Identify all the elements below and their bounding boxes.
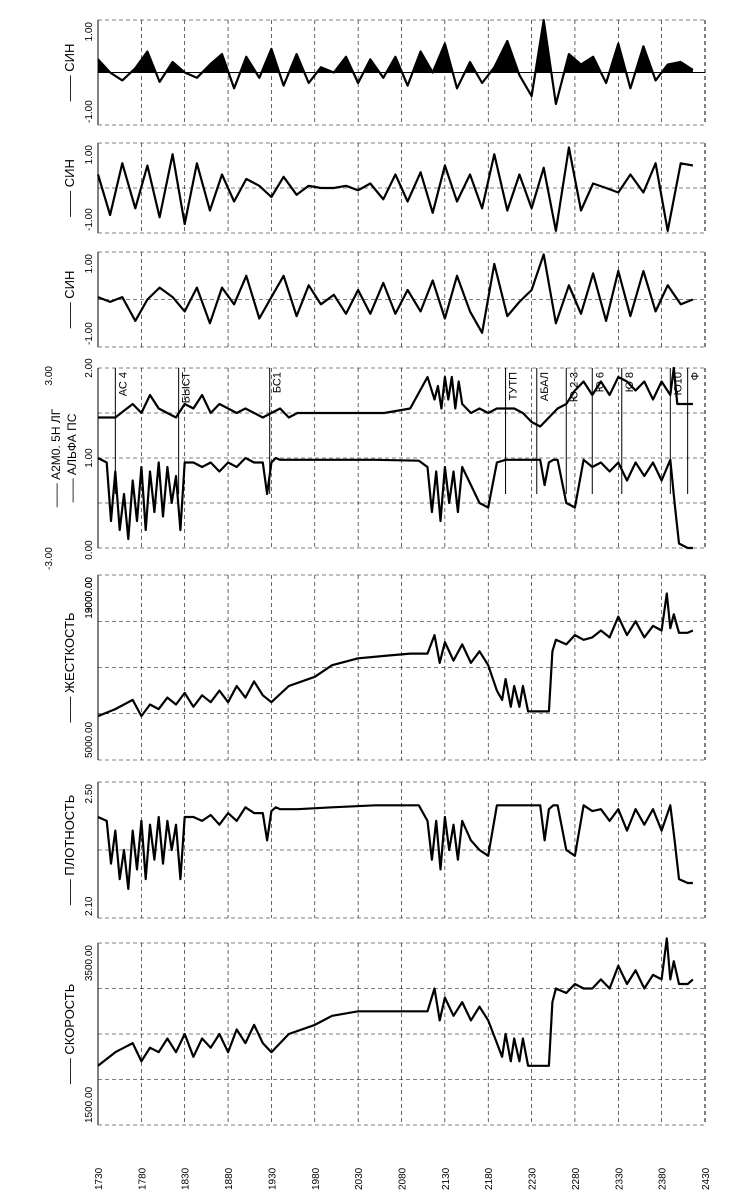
stratum-label: Ю 8 — [624, 372, 636, 392]
stratum-label: Ф — [690, 372, 702, 380]
stratum-label: БЫСТ — [181, 372, 193, 404]
stratum-label: Ю10 — [672, 372, 684, 395]
depth-tick-label: 1930 — [267, 1167, 278, 1190]
stiff-tick-label: 5000.00 — [84, 721, 95, 758]
depth-tick-label: 2180 — [484, 1167, 495, 1190]
syn2-tick-label: -1.00 — [84, 208, 95, 231]
syn2-series-0 — [96, 146, 694, 232]
depth-tick-label: 2130 — [441, 1167, 452, 1190]
depth-tick-label: 2080 — [398, 1167, 409, 1190]
syn3-tick-label: -1.00 — [84, 322, 95, 345]
stratum-label: ТУТП — [508, 372, 520, 400]
logs-tick-right: 1.00 — [84, 448, 95, 468]
vel-series-0 — [97, 937, 694, 1067]
stratum-label: АС 4 — [117, 372, 129, 396]
syn1-fill — [98, 20, 693, 73]
vel-tick-label: 1500.00 — [84, 1086, 95, 1123]
stratum-label: Ю 6 — [594, 372, 606, 392]
stratum-label: БС1 — [272, 372, 284, 393]
syn3-series-0 — [97, 253, 694, 334]
depth-tick-label: 2380 — [658, 1167, 669, 1190]
stiff-label: —— ЖЕСТКОСТЬ — [62, 612, 77, 722]
logs-tick-right: 0.00 — [84, 540, 95, 560]
syn2-tick-label: 1.00 — [84, 145, 95, 165]
stratum-label: АБАЛ — [539, 372, 551, 401]
logs-series-0 — [98, 366, 693, 428]
depth-tick-label: 1880 — [224, 1167, 235, 1190]
logs-tick-right: 2.00 — [84, 358, 95, 378]
depth-tick-label: 2030 — [354, 1167, 365, 1190]
dens-label: —— ПЛОТНОСТЬ — [62, 795, 77, 905]
dens-tick-label: 2.10 — [84, 896, 95, 916]
syn1-label: —— СИН — [62, 44, 77, 102]
depth-tick-label: 1780 — [137, 1167, 148, 1190]
depth-tick-label: 1830 — [181, 1167, 192, 1190]
series-layer — [96, 18, 705, 1067]
dens-series-0 — [97, 804, 693, 890]
logs-label-a: —— А2М0. 5Н ЛГ — [49, 408, 63, 507]
depth-tick-label: 1980 — [311, 1167, 322, 1190]
vel-tick-label: 3500.00 — [84, 945, 95, 982]
logs-series-1 — [97, 456, 693, 550]
stiff-tick-label: 9000.00 — [84, 577, 95, 614]
logs-tick-left: -3.00 — [44, 547, 55, 570]
depth-tick-label: 1730 — [94, 1167, 105, 1190]
depth-tick-label: 2330 — [614, 1167, 625, 1190]
logs-label-b: —— АЛЬФА ПС — [65, 413, 79, 502]
syn2-label: —— СИН — [62, 159, 77, 217]
syn1-tick-label: -1.00 — [84, 100, 95, 123]
syn3-label: —— СИН — [62, 271, 77, 329]
syn1-series-0 — [97, 18, 694, 106]
syn1-tick-label: 1.00 — [84, 22, 95, 42]
syn3-tick-label: 1.00 — [84, 254, 95, 274]
dens-tick-label: 2.50 — [84, 784, 95, 804]
vel-label: —— СКОРОСТЬ — [62, 984, 77, 1084]
depth-tick-label: 2230 — [528, 1167, 539, 1190]
depth-tick-label: 2280 — [571, 1167, 582, 1190]
stiff-series-0 — [97, 592, 694, 718]
logs-tick-left: 3.00 — [44, 366, 55, 386]
label-layer: 1730 1780 1830 1880 1930 1980 2030 2080 2130 2180… — [44, 22, 712, 1190]
stratum-label: Ю 2-3 — [568, 372, 580, 402]
depth-tick-label: 2430 — [701, 1167, 712, 1190]
stiff-tick-label: 13000.00 — [84, 577, 95, 619]
